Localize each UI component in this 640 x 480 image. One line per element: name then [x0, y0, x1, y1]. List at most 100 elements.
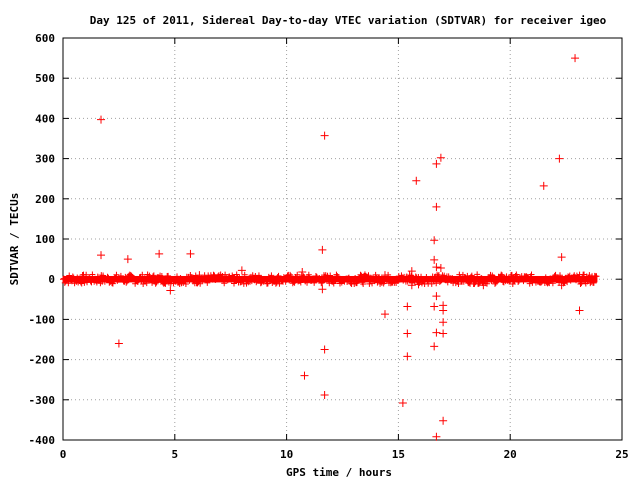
band-point — [428, 280, 435, 287]
data-point — [403, 352, 412, 361]
y-tick-label: -100 — [29, 313, 56, 326]
band-point — [441, 272, 448, 279]
band-point — [210, 271, 217, 278]
band-point — [273, 279, 280, 286]
band-point — [172, 278, 179, 285]
data-point — [432, 263, 441, 272]
band-point — [453, 276, 460, 283]
band-point — [515, 279, 522, 286]
band-point — [556, 279, 563, 286]
band-point — [524, 274, 531, 281]
data-point — [166, 286, 175, 295]
data-point — [575, 306, 584, 315]
data-point — [186, 249, 195, 258]
band-point — [158, 273, 165, 280]
x-tick-label: 0 — [60, 448, 67, 461]
y-tick-label: 500 — [35, 72, 55, 85]
band-point — [483, 280, 490, 287]
band-point — [152, 280, 159, 287]
data-point — [439, 306, 448, 315]
band-point — [360, 280, 367, 287]
x-tick-label: 10 — [280, 448, 293, 461]
data-point — [320, 131, 329, 140]
band-point — [593, 273, 600, 280]
band-point — [197, 280, 204, 287]
band-point — [188, 274, 195, 281]
band-point — [312, 277, 319, 284]
band-point — [236, 274, 243, 281]
band-point — [573, 277, 580, 284]
band-point — [204, 279, 211, 286]
band-point — [221, 280, 228, 287]
band-point — [297, 279, 304, 286]
x-tick-label: 5 — [171, 448, 178, 461]
data-point — [320, 345, 329, 354]
data-point — [318, 245, 327, 254]
x-tick-label: 25 — [615, 448, 628, 461]
band-point — [579, 274, 586, 281]
band-point — [417, 276, 424, 283]
data-point — [403, 329, 412, 338]
data-band — [60, 271, 600, 288]
band-point — [469, 274, 476, 281]
band-point — [347, 280, 354, 287]
band-point — [311, 279, 318, 286]
band-point — [96, 277, 103, 284]
band-point — [117, 272, 124, 279]
data-point — [320, 390, 329, 399]
x-tick-label: 20 — [504, 448, 517, 461]
band-point — [113, 271, 120, 278]
data-points — [97, 54, 584, 441]
band-point — [586, 272, 593, 279]
data-point — [539, 181, 548, 190]
band-point — [69, 273, 76, 280]
band-point — [506, 278, 513, 285]
y-tick-label: -300 — [29, 394, 56, 407]
band-point — [123, 279, 130, 286]
data-point — [555, 154, 564, 163]
band-point — [78, 280, 85, 287]
data-point — [97, 115, 106, 124]
data-point — [318, 285, 327, 294]
band-point — [474, 271, 481, 278]
y-tick-label: 600 — [35, 32, 55, 45]
data-point — [479, 281, 488, 290]
plot-frame — [62, 37, 623, 441]
band-point — [365, 272, 372, 279]
data-point — [380, 271, 389, 280]
y-tick-label: -400 — [29, 434, 56, 447]
band-point — [76, 275, 83, 282]
grid-lines — [63, 38, 622, 440]
band-point — [65, 280, 72, 287]
data-point — [430, 342, 439, 351]
data-point — [430, 255, 439, 264]
data-point — [97, 251, 106, 260]
band-point — [284, 272, 291, 279]
band-point — [451, 276, 458, 283]
band-point — [267, 275, 274, 282]
band-point — [130, 274, 137, 281]
x-axis-label: GPS time / hours — [286, 466, 392, 479]
data-point — [432, 292, 441, 301]
band-point — [575, 274, 582, 281]
band-point — [182, 280, 189, 287]
band-point — [327, 272, 334, 279]
band-point — [241, 271, 248, 278]
band-point — [509, 281, 516, 288]
band-point — [376, 274, 383, 281]
band-point — [549, 280, 556, 287]
band-point — [430, 276, 437, 283]
data-point — [439, 318, 448, 327]
data-point — [557, 253, 566, 262]
band-point — [140, 280, 147, 287]
data-point — [430, 302, 439, 311]
data-point — [114, 339, 123, 348]
y-tick-label: 200 — [35, 193, 55, 206]
band-point — [431, 274, 438, 281]
data-point — [436, 153, 445, 162]
data-point — [298, 267, 307, 276]
data-point — [571, 54, 580, 63]
band-point — [325, 276, 332, 283]
band-point — [288, 273, 295, 280]
band-point — [542, 274, 549, 281]
